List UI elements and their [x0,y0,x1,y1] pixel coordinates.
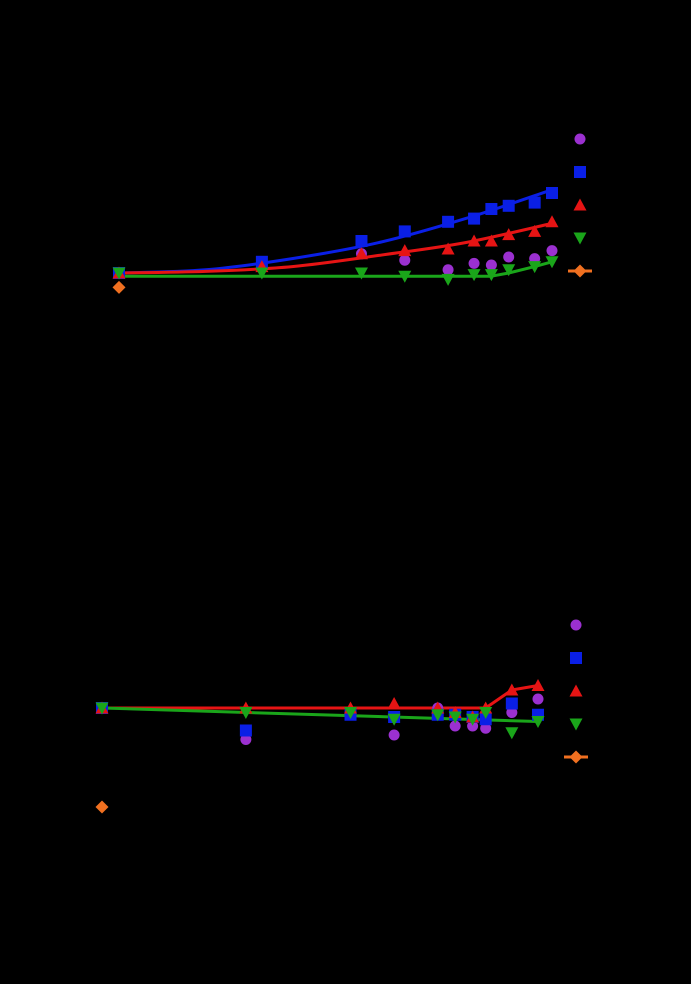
data-point-triangle-down [387,713,401,726]
data-point-circle [506,707,518,718]
panel-top [112,187,559,294]
data-point-triangle-down [239,707,253,719]
data-point-triangle-down [466,713,480,726]
data-point-triangle-down [479,707,493,719]
data-point-square [355,235,368,247]
legend-marker-square [574,166,586,178]
data-point-square [502,199,515,212]
legend-marker-triangle-down [573,232,587,245]
data-point-square [239,724,252,737]
data-point-diamond [112,280,126,294]
data-point-triangle-down [431,709,445,722]
legend-marker-square [570,652,582,664]
data-point-circle [546,245,558,257]
fit-line-triangle-down [101,706,539,723]
data-point-triangle-down [545,256,559,269]
data-point-square [442,215,455,228]
fit-line-triangle-up [102,684,539,710]
data-point-circle [485,259,497,271]
data-point-triangle-up [531,679,545,691]
data-point-triangle-down [531,716,545,728]
data-point-triangle-up [398,244,412,257]
data-point-triangle-down [112,267,126,280]
data-point-circle [399,254,411,266]
data-point-triangle-up [528,224,542,237]
data-point-triangle-up [502,228,516,241]
data-point-triangle-up [545,215,559,228]
data-point-square [546,187,558,199]
legend-marker-diamond [569,750,583,764]
data-point-triangle-up [387,697,401,709]
data-point-diamond [95,800,109,814]
data-point-triangle-down [484,269,498,282]
data-point-circle [467,720,479,732]
data-point-triangle-down [505,727,519,740]
legend-bottom [564,619,588,764]
data-point-square [505,697,518,710]
data-point-triangle-down [398,270,412,283]
data-point-triangle-up [505,683,519,696]
panel-bottom [95,679,545,814]
data-point-triangle-up [484,234,498,247]
data-point-triangle-down [528,261,542,274]
data-point-square [398,225,411,238]
data-point-triangle-down [255,267,269,280]
data-point-triangle-up [467,234,481,247]
data-point-square [485,203,498,215]
data-point-triangle-down [354,267,368,280]
data-point-triangle-up [441,242,455,255]
data-point-circle [468,257,480,269]
data-point-square [528,196,541,209]
legend-marker-circle [574,133,586,145]
data-point-triangle-down [448,711,462,724]
legend-marker-triangle-up [573,198,587,211]
data-point-circle [388,729,400,741]
data-point-circle [503,251,515,263]
data-point-triangle-down [95,702,109,715]
data-point-circle [240,734,252,745]
legend-marker-triangle-up [569,684,583,697]
data-point-triangle-up [354,247,368,260]
legend-marker-diamond [573,264,587,278]
legend-top [568,133,592,278]
data-point-circle [480,722,492,734]
data-point-square [468,212,481,225]
legend-marker-circle [570,619,582,631]
data-point-triangle-down [467,269,481,282]
data-point-circle [442,264,454,276]
data-point-triangle-down [344,707,358,719]
data-point-square [479,713,492,726]
data-point-triangle-down [441,273,455,286]
data-point-circle [449,720,461,732]
data-point-triangle-down [502,264,516,277]
legend-marker-triangle-down [569,718,583,731]
data-point-circle [532,693,544,705]
